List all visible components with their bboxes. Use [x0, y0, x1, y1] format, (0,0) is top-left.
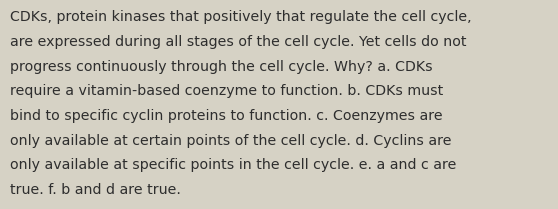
Text: bind to specific cyclin proteins to function. c. Coenzymes are: bind to specific cyclin proteins to func…	[10, 109, 442, 123]
Text: CDKs, protein kinases that positively that regulate the cell cycle,: CDKs, protein kinases that positively th…	[10, 10, 472, 24]
Text: progress continuously through the cell cycle. Why? a. CDKs: progress continuously through the cell c…	[10, 60, 432, 74]
Text: only available at specific points in the cell cycle. e. a and c are: only available at specific points in the…	[10, 158, 456, 172]
Text: true. f. b and d are true.: true. f. b and d are true.	[10, 183, 181, 197]
Text: require a vitamin-based coenzyme to function. b. CDKs must: require a vitamin-based coenzyme to func…	[10, 84, 443, 98]
Text: are expressed during all stages of the cell cycle. Yet cells do not: are expressed during all stages of the c…	[10, 35, 466, 49]
Text: only available at certain points of the cell cycle. d. Cyclins are: only available at certain points of the …	[10, 134, 451, 148]
